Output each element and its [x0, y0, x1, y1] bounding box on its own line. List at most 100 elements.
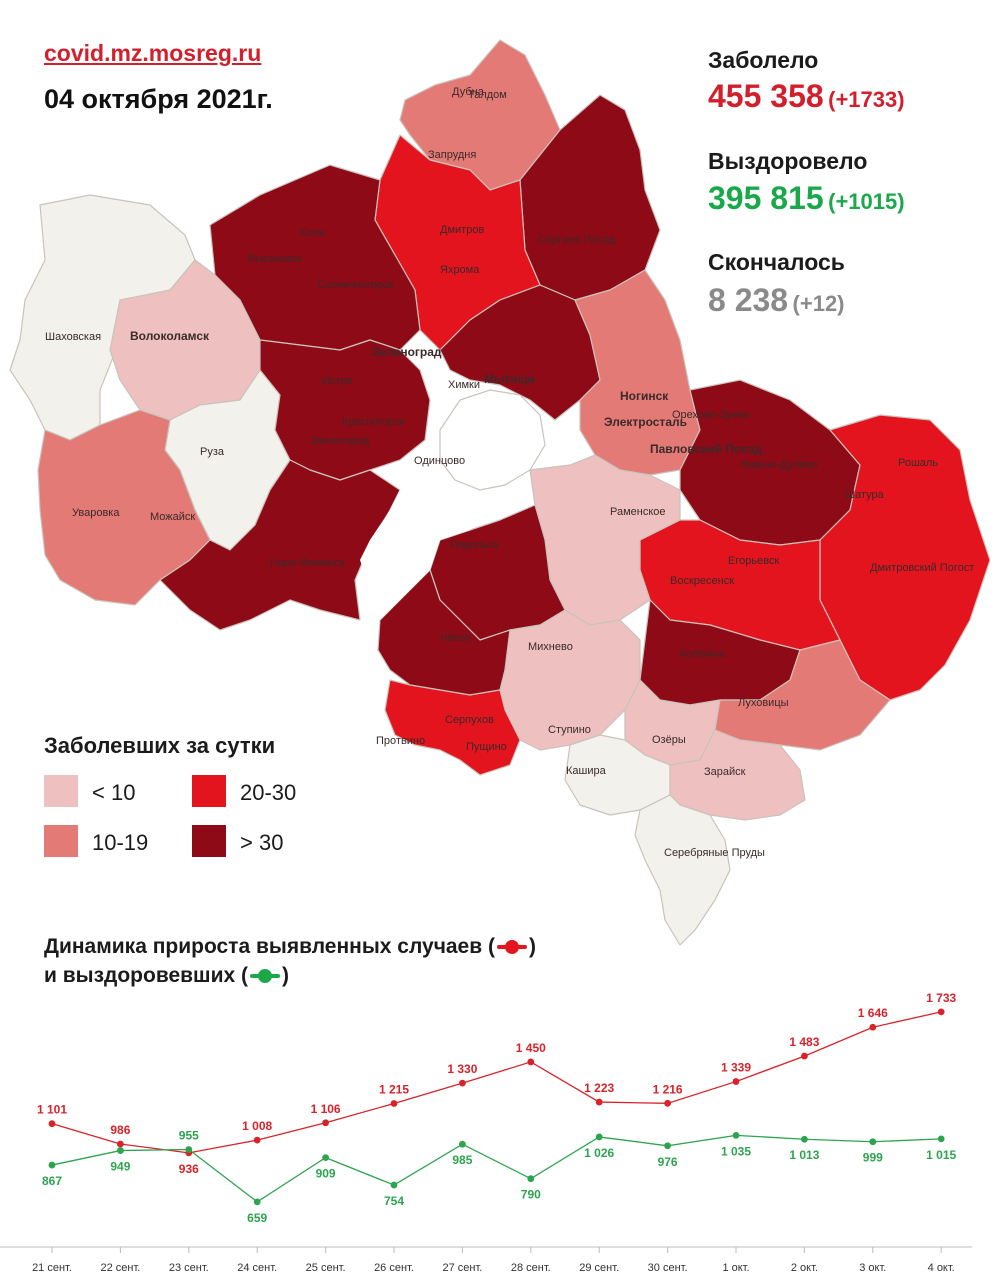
recovered-data-label: 867: [42, 1174, 62, 1188]
recovered-point: [48, 1161, 56, 1169]
city-label: Дубна: [452, 86, 485, 98]
cases-data-label: 1 215: [379, 1083, 409, 1097]
dynamics-title-text-2: и выздоровевших (: [44, 964, 248, 987]
recovered-point: [185, 1146, 193, 1153]
cases-point: [253, 1136, 261, 1144]
site-link[interactable]: covid.mz.mosreg.ru: [44, 40, 262, 66]
recovered-point: [527, 1175, 535, 1183]
recovered-point: [117, 1147, 124, 1154]
city-label: Шаховская: [45, 331, 101, 343]
recovered-data-label: 754: [384, 1194, 404, 1208]
x-tick-label: 28 сент.: [511, 1262, 551, 1274]
legend-swatch-gt30: [192, 825, 226, 857]
cases-data-label: 1 733: [926, 991, 956, 1005]
cases-data-label: 1 483: [789, 1035, 819, 1049]
legend-label-gt30: > 30: [240, 830, 284, 855]
cases-data-label: 1 646: [858, 1006, 888, 1020]
cases-point: [869, 1023, 877, 1031]
city-label: Мытищи: [484, 372, 535, 386]
dynamics-title-close-2: ): [281, 964, 289, 987]
city-label: Пущино: [466, 741, 507, 753]
cases-point: [390, 1100, 398, 1107]
recovered-block: 395 815 (+1015): [708, 180, 905, 217]
deaths-block: 8 238 (+12): [708, 282, 845, 319]
recovered-point: [322, 1154, 329, 1162]
cases-data-label: 1 330: [447, 1062, 477, 1076]
green-series-marker-icon: [249, 969, 280, 984]
cases-delta: (+1733): [828, 87, 905, 112]
city-label: Одинцово: [414, 455, 465, 467]
city-label: Кашира: [566, 765, 607, 777]
report-date: 04 октября 2021г.: [44, 84, 273, 114]
district-serpukhov: [384, 679, 521, 776]
x-tick-label: 4 окт.: [928, 1262, 955, 1274]
city-label: Истра: [322, 375, 354, 387]
city-label: Шатура: [845, 489, 885, 501]
legend-label-20-30: 20-30: [240, 780, 297, 805]
cases-point: [664, 1099, 671, 1107]
cases-data-label: 1 216: [653, 1082, 683, 1096]
cases-data-label: 986: [110, 1123, 130, 1137]
recovered-point: [664, 1142, 671, 1150]
city-label: Дмитровский Погост: [870, 562, 974, 574]
city-label: Ступино: [548, 724, 591, 736]
recovered-data-label: 790: [521, 1188, 541, 1202]
series-lines: [51, 1011, 942, 1203]
recovered-data-label: 659: [247, 1211, 267, 1225]
x-tick-label: 29 сент.: [579, 1262, 619, 1274]
legend-swatch-lt10: [44, 775, 78, 807]
legend-swatch-20-30: [192, 775, 226, 807]
city-label: Высоковск: [248, 253, 302, 265]
recovered-point: [253, 1198, 261, 1206]
dynamics-chart: 1 101 986 936 1 008 1 106 1 215 1 330 1 450 1 22…: [0, 991, 972, 1274]
city-label: Дмитров: [440, 224, 484, 236]
cases-data-label: 1 450: [516, 1041, 546, 1055]
city-label: Рошаль: [898, 457, 938, 469]
cases-point: [937, 1008, 945, 1016]
city-label: Ликино-Дулёво: [740, 459, 818, 471]
recovered-data-label: 955: [179, 1129, 199, 1143]
city-label: Коломна: [680, 648, 726, 660]
deaths-delta: (+12): [792, 291, 845, 316]
cases-point: [459, 1079, 466, 1087]
x-tick-label: 1 окт.: [722, 1262, 749, 1274]
x-tick-label: 30 сент.: [648, 1262, 688, 1274]
cases-point: [117, 1140, 124, 1148]
city-label: Электросталь: [604, 415, 687, 429]
legend-title: Заболевших за сутки: [44, 733, 276, 758]
legend-label-10-19: 10-19: [92, 830, 149, 855]
series-points: [48, 1008, 945, 1206]
recovered-data-label: 976: [658, 1155, 678, 1169]
cases-data-label: 1 223: [584, 1081, 614, 1095]
legend-swatch-10-19: [44, 825, 78, 857]
city-label: Егорьевск: [728, 555, 779, 567]
recovered-data-label: 949: [110, 1160, 130, 1174]
city-label: Талдом: [468, 89, 507, 101]
city-label: Серебряные Пруды: [664, 847, 765, 859]
city-label: Клин: [300, 227, 325, 239]
city-label: Волоколамск: [130, 329, 210, 343]
recovered-point: [459, 1140, 466, 1148]
city-label: Чехов: [440, 632, 471, 644]
recovered-data-label: 1 015: [926, 1148, 956, 1162]
deaths-label: Скончалось: [708, 249, 845, 275]
city-label: Серпухов: [445, 714, 494, 726]
x-axis-ticks: [51, 1247, 942, 1253]
recovered-point: [869, 1138, 877, 1146]
city-label: Красногорск: [342, 416, 405, 428]
city-label: Сергиев Посад: [538, 234, 616, 246]
deaths-value: 8 238: [708, 282, 789, 318]
recovered-data-label: 985: [452, 1153, 472, 1167]
cases-point: [527, 1058, 535, 1066]
city-label: Орехово-Зуево: [672, 409, 750, 421]
cases-data-label: 936: [179, 1162, 199, 1176]
city-label: Яхрома: [440, 264, 480, 276]
cases-label: Заболело: [708, 47, 819, 73]
dynamics-title-close-1: ): [528, 935, 536, 958]
recovered-delta: (+1015): [828, 189, 905, 214]
moscow-cutout: [439, 389, 546, 491]
district-serebryanye-prudy: [634, 794, 731, 946]
city-label: Ногинск: [620, 389, 669, 403]
